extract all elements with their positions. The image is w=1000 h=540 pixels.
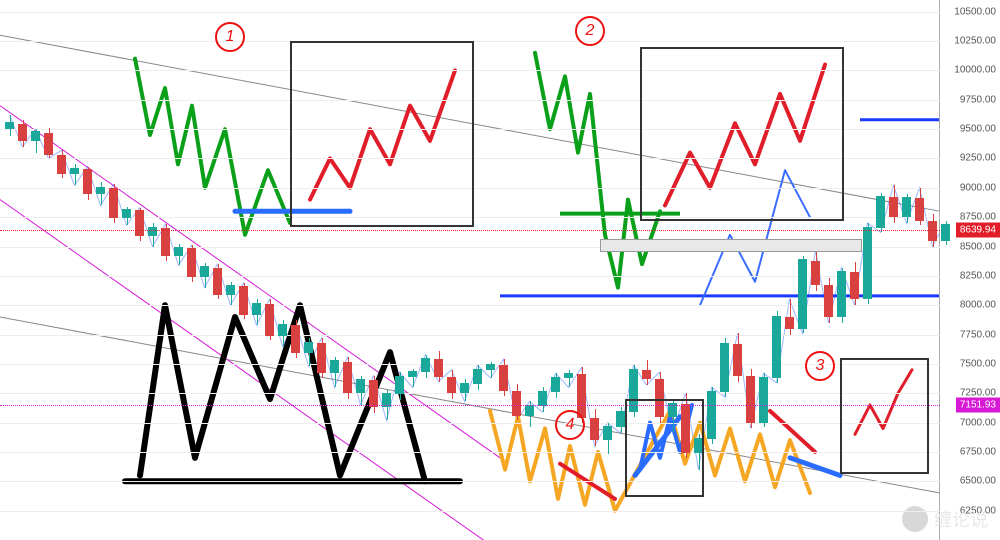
y-axis: 6250.006500.006750.007000.007250.007500.… [939,0,1000,540]
watermark-text: 缠论说 [934,506,988,532]
price-chart: 6250.006500.006750.007000.007250.007500.… [0,0,1000,540]
